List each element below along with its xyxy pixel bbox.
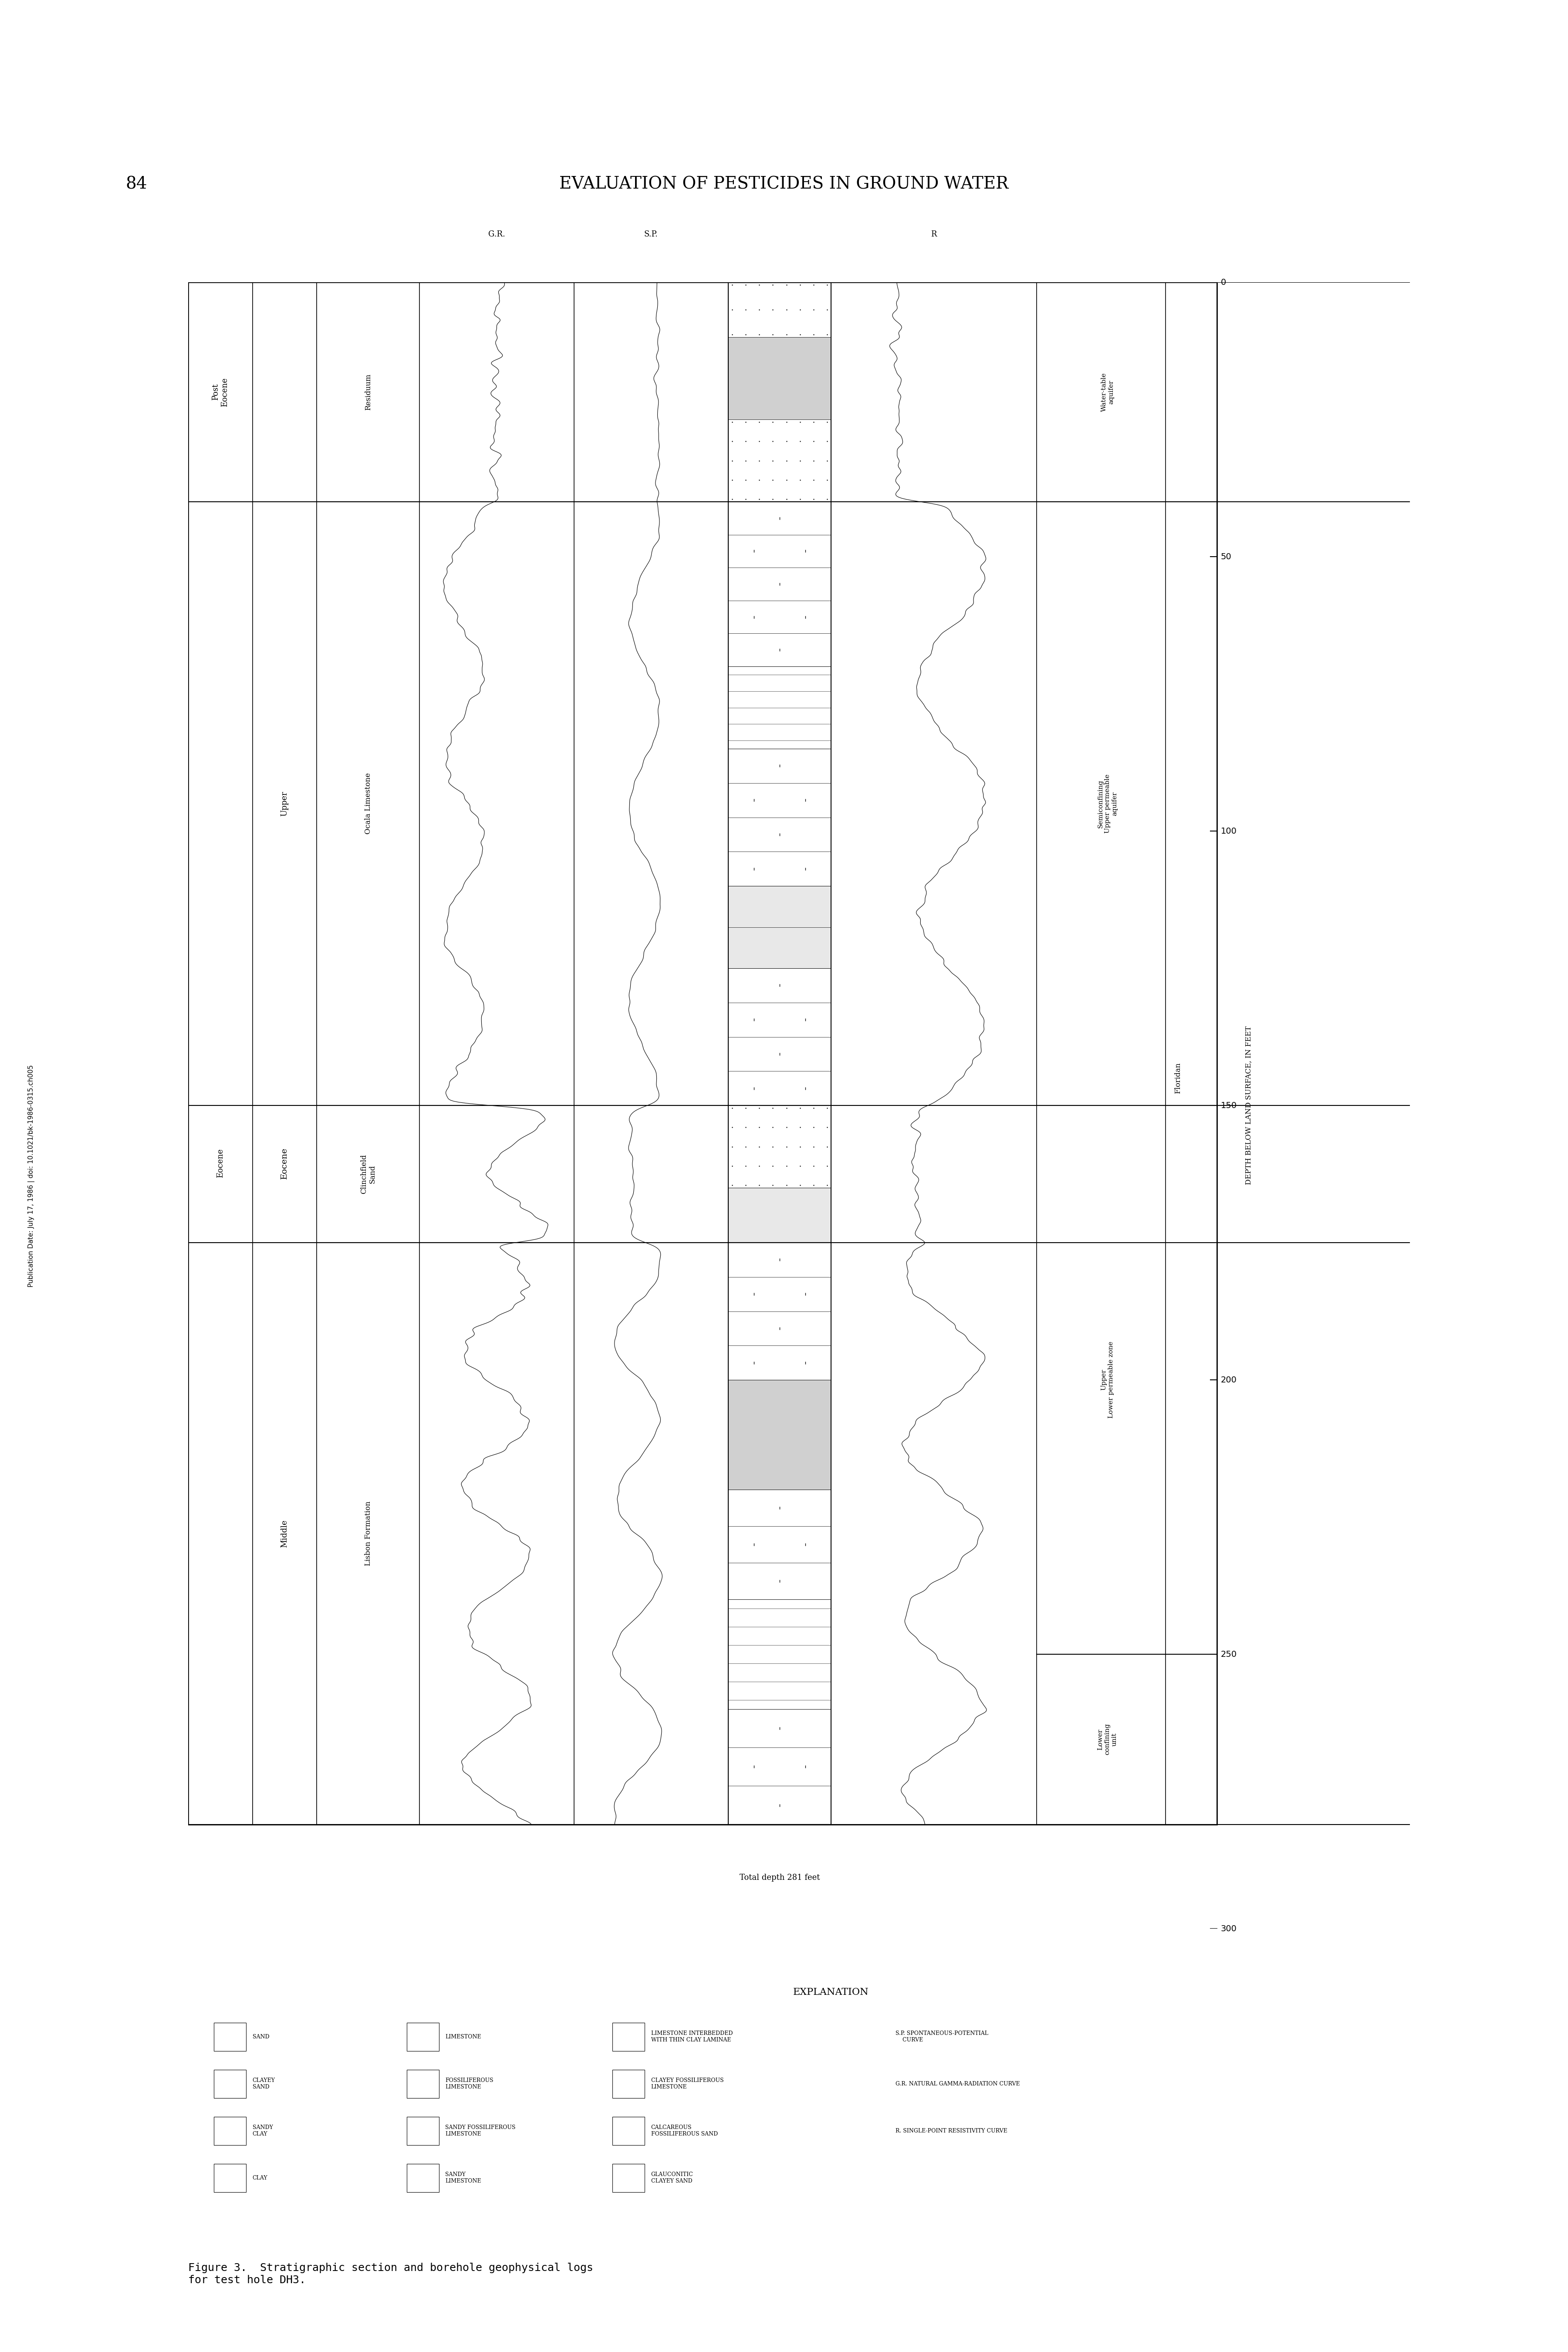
Bar: [213, 2164, 246, 2192]
Bar: [213, 2070, 246, 2098]
Bar: [728, 336, 831, 419]
Bar: [613, 2164, 644, 2192]
Bar: [188, 282, 1217, 1825]
Bar: [613, 2070, 644, 2098]
Bar: [213, 2023, 246, 2051]
Text: DEPTH BELOW LAND SURFACE, IN FEET: DEPTH BELOW LAND SURFACE, IN FEET: [1245, 1025, 1253, 1185]
Text: 100: 100: [1220, 828, 1237, 835]
Text: CALCAREOUS
FOSSILIFEROUS SAND: CALCAREOUS FOSSILIFEROUS SAND: [651, 2124, 718, 2138]
Text: R: R: [931, 230, 936, 238]
Text: G.R.: G.R.: [488, 230, 505, 238]
Text: Clinchfield
Sand: Clinchfield Sand: [361, 1155, 376, 1195]
Bar: [728, 1242, 831, 1381]
Text: LIMESTONE: LIMESTONE: [445, 2034, 481, 2039]
Text: SANDY FOSSILIFEROUS
LIMESTONE: SANDY FOSSILIFEROUS LIMESTONE: [445, 2124, 516, 2138]
Text: Lisbon Formation: Lisbon Formation: [364, 1501, 372, 1566]
Text: CLAY: CLAY: [252, 2176, 268, 2180]
Text: SANDY
CLAY: SANDY CLAY: [252, 2124, 273, 2138]
Text: 84: 84: [125, 176, 147, 193]
Bar: [728, 501, 831, 666]
Text: 200: 200: [1220, 1376, 1237, 1383]
Text: Publication Date: July 17, 1986 | doi: 10.1021/bk-1986-0315.ch005: Publication Date: July 17, 1986 | doi: 1…: [28, 1065, 34, 1287]
Bar: [406, 2023, 439, 2051]
Bar: [728, 1599, 831, 1710]
Text: Upper: Upper: [281, 790, 289, 816]
Bar: [728, 666, 831, 748]
Bar: [728, 969, 831, 1105]
Text: EXPLANATION: EXPLANATION: [793, 1987, 869, 1997]
Bar: [406, 2070, 439, 2098]
Text: R. SINGLE-POINT RESISTIVITY CURVE: R. SINGLE-POINT RESISTIVITY CURVE: [895, 2129, 1007, 2133]
Text: Water-table
aquifer: Water-table aquifer: [1101, 372, 1113, 412]
Text: SANDY
LIMESTONE: SANDY LIMESTONE: [445, 2171, 481, 2185]
Text: Semiconfining
Upper permeable
aquifer: Semiconfining Upper permeable aquifer: [1098, 774, 1118, 833]
Text: Eocene: Eocene: [216, 1148, 224, 1178]
Bar: [728, 748, 831, 887]
Text: 250: 250: [1220, 1651, 1237, 1658]
Text: S.P.: S.P.: [644, 230, 659, 238]
Text: Floridan: Floridan: [1174, 1063, 1182, 1094]
Text: G.R. NATURAL GAMMA-RADIATION CURVE: G.R. NATURAL GAMMA-RADIATION CURVE: [895, 2082, 1019, 2086]
Text: 0: 0: [1220, 278, 1226, 287]
Bar: [613, 2117, 644, 2145]
Text: LIMESTONE INTERBEDDED
WITH THIN CLAY LAMINAE: LIMESTONE INTERBEDDED WITH THIN CLAY LAM…: [651, 2030, 732, 2044]
Text: Eocene: Eocene: [281, 1148, 289, 1178]
Text: 300: 300: [1220, 1924, 1237, 1933]
Text: Ocala Limestone: Ocala Limestone: [364, 774, 372, 835]
Text: Upper
Lower permeable zone: Upper Lower permeable zone: [1101, 1341, 1113, 1418]
Bar: [728, 282, 831, 1825]
Bar: [728, 282, 831, 336]
Text: Lower
confining
unit: Lower confining unit: [1098, 1724, 1118, 1755]
Bar: [728, 1710, 831, 1825]
Text: EVALUATION OF PESTICIDES IN GROUND WATER: EVALUATION OF PESTICIDES IN GROUND WATER: [560, 176, 1008, 193]
Bar: [728, 1381, 831, 1489]
Text: Post
Eocene: Post Eocene: [212, 376, 229, 407]
Bar: [728, 419, 831, 501]
Bar: [213, 2117, 246, 2145]
Bar: [406, 2117, 439, 2145]
Text: Figure 3.  Stratigraphic section and borehole geophysical logs
for test hole DH3: Figure 3. Stratigraphic section and bore…: [188, 2263, 593, 2286]
Bar: [728, 1489, 831, 1599]
Text: 150: 150: [1220, 1101, 1237, 1110]
Text: 50: 50: [1220, 553, 1231, 560]
Bar: [728, 1105, 831, 1188]
Bar: [728, 1188, 831, 1242]
Bar: [728, 887, 831, 969]
Text: CLAYEY
SAND: CLAYEY SAND: [252, 2077, 274, 2091]
Text: Total depth 281 feet: Total depth 281 feet: [740, 1875, 820, 1882]
Text: S.P. SPONTANEOUS-POTENTIAL
    CURVE: S.P. SPONTANEOUS-POTENTIAL CURVE: [895, 2030, 988, 2044]
Bar: [613, 2023, 644, 2051]
Text: Residuum: Residuum: [364, 374, 372, 409]
Text: GLAUCONITIC
CLAYEY SAND: GLAUCONITIC CLAYEY SAND: [651, 2171, 693, 2185]
Text: Middle: Middle: [281, 1519, 289, 1548]
Text: SAND: SAND: [252, 2034, 270, 2039]
Text: FOSSILIFEROUS
LIMESTONE: FOSSILIFEROUS LIMESTONE: [445, 2077, 494, 2091]
Text: CLAYEY FOSSILIFEROUS
LIMESTONE: CLAYEY FOSSILIFEROUS LIMESTONE: [651, 2077, 723, 2091]
Bar: [406, 2164, 439, 2192]
